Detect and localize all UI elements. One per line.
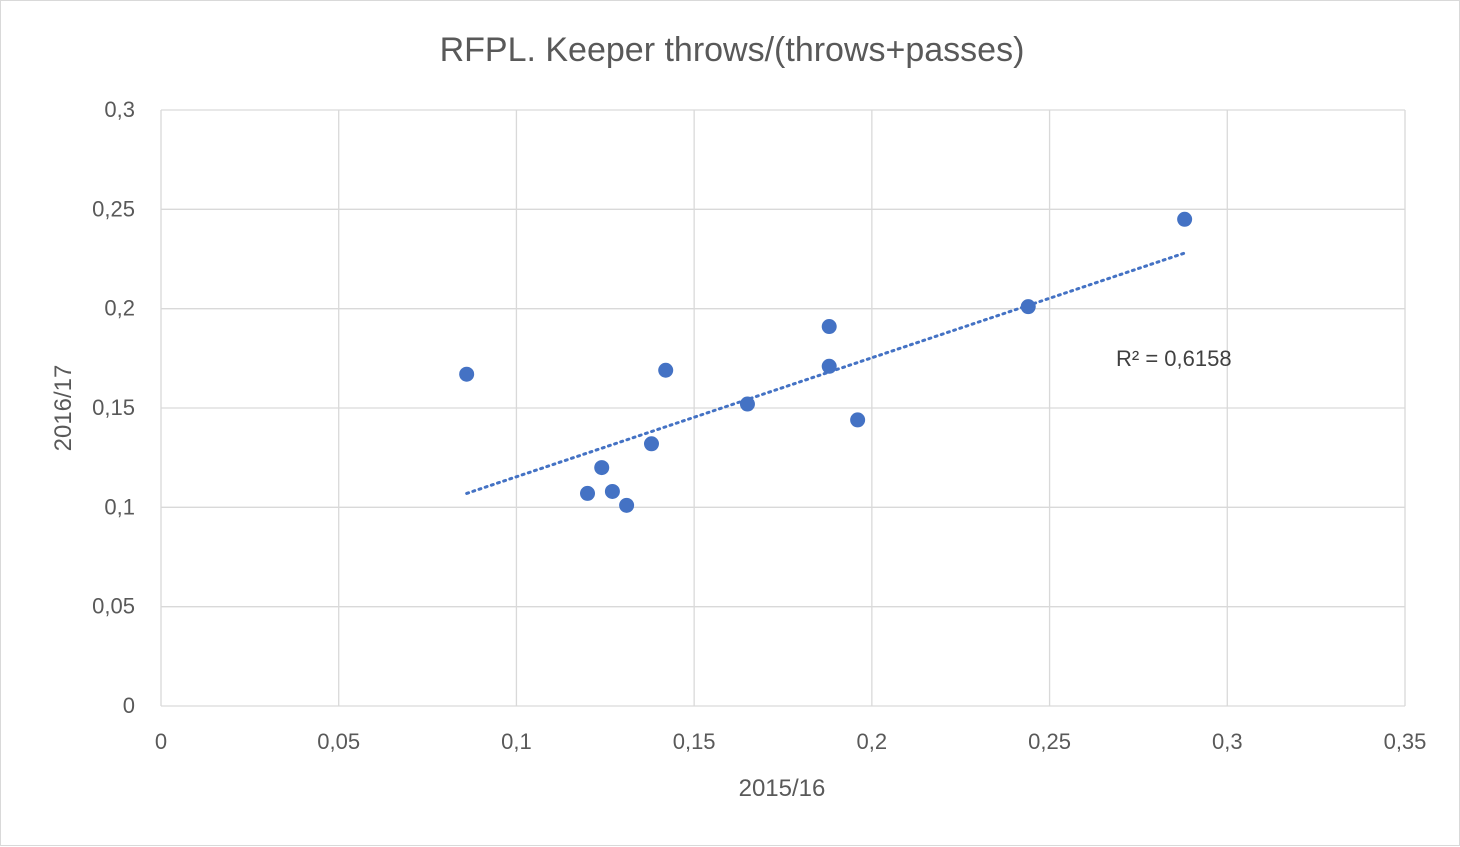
x-tick-label: 0,05 bbox=[317, 729, 360, 754]
y-tick-label: 0,2 bbox=[104, 296, 135, 321]
x-tick-label: 0,35 bbox=[1384, 729, 1427, 754]
y-tick-label: 0,3 bbox=[104, 97, 135, 122]
data-point bbox=[1020, 299, 1036, 315]
data-point bbox=[821, 319, 837, 335]
y-tick-label: 0,1 bbox=[104, 494, 135, 519]
x-tick-label: 0,15 bbox=[673, 729, 716, 754]
data-point bbox=[643, 436, 659, 452]
data-point bbox=[821, 358, 837, 374]
data-point bbox=[1177, 211, 1193, 227]
x-tick-label: 0,1 bbox=[501, 729, 532, 754]
data-point bbox=[459, 366, 475, 382]
data-point bbox=[594, 460, 610, 476]
data-points bbox=[459, 211, 1193, 513]
r-squared-label: R² = 0,6158 bbox=[1116, 346, 1232, 371]
y-tick-labels: 0 0,05 0,1 0,15 0,2 0,25 0,3 bbox=[92, 97, 135, 718]
trendline-line bbox=[465, 251, 1187, 495]
data-point bbox=[658, 362, 674, 378]
x-axis-label: 2015/16 bbox=[739, 775, 826, 802]
x-tick-label: 0,3 bbox=[1212, 729, 1243, 754]
y-tick-label: 0 bbox=[123, 693, 135, 718]
trendline bbox=[465, 251, 1187, 495]
y-tick-label: 0,05 bbox=[92, 594, 135, 619]
data-point bbox=[850, 412, 866, 428]
y-tick-label: 0,15 bbox=[92, 395, 135, 420]
chart-title: RFPL. Keeper throws/(throws+passes) bbox=[440, 31, 1025, 69]
grid bbox=[160, 109, 1406, 707]
x-tick-labels: 0 0,05 0,1 0,15 0,2 0,25 0,3 0,35 bbox=[155, 729, 1427, 754]
data-point bbox=[619, 497, 635, 513]
x-tick-label: 0 bbox=[155, 729, 167, 754]
y-tick-label: 0,25 bbox=[92, 196, 135, 221]
data-point bbox=[604, 483, 620, 499]
y-axis-label: 2016/17 bbox=[50, 365, 77, 452]
x-tick-label: 0,2 bbox=[857, 729, 888, 754]
data-point bbox=[739, 396, 755, 412]
x-tick-label: 0,25 bbox=[1028, 729, 1071, 754]
data-point bbox=[580, 485, 596, 501]
